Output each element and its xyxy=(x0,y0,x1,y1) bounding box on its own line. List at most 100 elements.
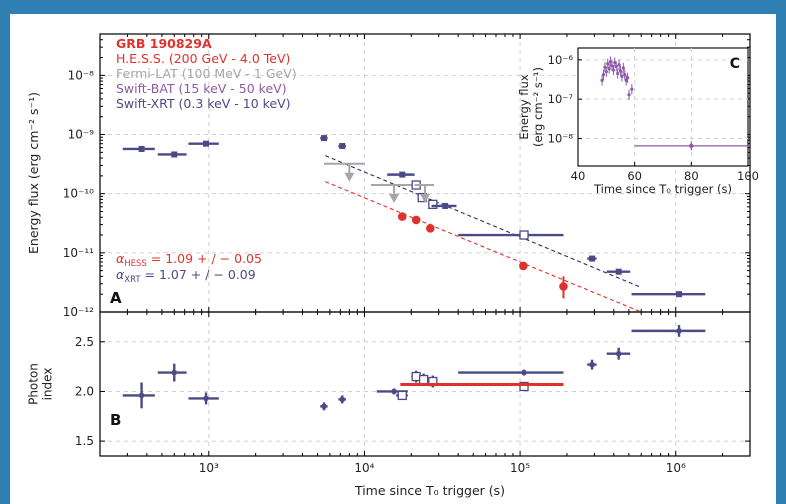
inset-x-axis-label: Time since T₀ trigger (s) xyxy=(593,182,732,196)
y-axis-label-line: Photon xyxy=(27,363,41,405)
hess-data-point xyxy=(411,215,421,225)
y-axis-label-a: Energy flux (erg cm⁻² s⁻¹) xyxy=(26,92,41,254)
inset-y-tick-label: 10⁻⁸ xyxy=(548,132,574,146)
inset-panel: 40 60 80 100 10⁻⁸ 10⁻⁷ 10⁻⁶ Time since T₀ trigg… xyxy=(517,47,759,196)
bat-marker xyxy=(604,70,608,74)
alpha-symbol: α xyxy=(116,267,125,282)
bat-data-point xyxy=(611,64,616,76)
x-axis-label: Time since T₀ trigger (s) xyxy=(354,483,505,498)
index-marker-open xyxy=(519,381,529,392)
hess-data-point xyxy=(426,223,435,233)
fermi-upper-limit xyxy=(414,184,435,204)
inset-frame xyxy=(577,47,749,167)
bat-data-point xyxy=(618,65,623,77)
figure-frame: 10³ 10⁴ 10⁵ 10⁶ Time since T₀ trigger (s) 10⁻… xyxy=(10,14,776,504)
bat-data-point xyxy=(627,89,631,100)
index-data-point xyxy=(157,363,187,382)
chart-svg: 10³ 10⁴ 10⁵ 10⁶ Time since T₀ trigger (s) 10⁻… xyxy=(26,33,759,498)
fermi-arrow-head xyxy=(344,172,355,182)
bat-data-point xyxy=(621,62,625,74)
index-marker-open xyxy=(418,374,429,385)
inset-x-tick-label: 60 xyxy=(627,169,642,183)
bat-marker xyxy=(603,65,607,69)
inset-y-tick-label: 10⁻⁷ xyxy=(548,92,574,106)
alpha-value: = 1.07 + / − 0.09 xyxy=(141,267,256,282)
x-tick-label: 10⁵ xyxy=(510,461,530,475)
index-marker xyxy=(340,397,345,402)
bat-marker xyxy=(610,64,614,68)
xrt-data-point xyxy=(606,268,631,275)
y-tick-label: 10⁻¹¹ xyxy=(63,246,94,260)
index-marker xyxy=(139,393,144,398)
xrt-data-point xyxy=(157,151,187,158)
index-marker xyxy=(391,389,397,394)
index-data-point xyxy=(338,395,346,404)
index-marker xyxy=(203,396,209,401)
bat-marker xyxy=(616,71,620,76)
panel-label-a: A xyxy=(110,289,122,307)
xrt-marker xyxy=(339,142,346,149)
hess-data-point xyxy=(519,261,528,271)
bat-marker xyxy=(627,93,631,97)
bat-marker xyxy=(607,66,611,71)
bat-data-point xyxy=(616,68,620,79)
index-data-point xyxy=(606,347,631,360)
fit-line xyxy=(325,181,642,313)
xrt-data-point xyxy=(458,230,564,240)
y-axis-label-b: Photonindex xyxy=(27,363,55,405)
xrt-marker xyxy=(321,135,328,142)
bat-marker xyxy=(621,66,625,70)
legend-entry: Fermi-LAT (100 MeV - 1 GeV) xyxy=(116,66,297,81)
bat-marker xyxy=(614,64,618,69)
index-data-point xyxy=(188,392,219,405)
y-tick-label: 10⁻¹² xyxy=(63,305,94,319)
x-tick-label: 10⁶ xyxy=(666,461,686,475)
bat-data-point xyxy=(606,58,610,69)
index-data-point xyxy=(396,390,408,401)
grid-lines xyxy=(100,34,750,456)
hess-marker xyxy=(519,261,528,271)
y-tick-label: 2.5 xyxy=(75,335,94,349)
inset-x-tick-label: 40 xyxy=(571,169,586,183)
fermi-arrow-head xyxy=(389,194,400,204)
bat-data-point xyxy=(604,66,608,77)
xrt-data-point xyxy=(431,202,457,209)
xrt-data-point xyxy=(320,135,328,142)
index-marker xyxy=(589,362,595,367)
hess-data-point xyxy=(397,212,407,221)
xrt-marker-open xyxy=(428,199,438,210)
bat-marker xyxy=(606,62,610,66)
y-tick-label: 10⁻⁹ xyxy=(68,128,95,142)
bat-data-point xyxy=(623,69,627,80)
y-tick-label: 10⁻¹⁰ xyxy=(63,187,94,201)
xrt-data-point xyxy=(587,255,597,262)
bat-data-point xyxy=(624,75,628,86)
xrt-data-point xyxy=(428,199,438,210)
y-tick-label: 2.0 xyxy=(75,384,94,398)
bat-marker xyxy=(625,76,630,80)
alpha-value: = 1.09 + / − 0.05 xyxy=(147,251,262,266)
xrt-data-point xyxy=(387,171,415,178)
alpha-subscript: HESS xyxy=(124,259,147,269)
index-marker-open xyxy=(397,390,407,401)
bat-late-marker xyxy=(689,143,694,149)
inset-y-label-line: Energy flux xyxy=(517,74,531,139)
fermi-upper-limit xyxy=(370,184,412,204)
hess-marker xyxy=(397,212,407,221)
inset-y-label-line: (erg cm⁻² s⁻¹) xyxy=(531,67,545,147)
fermi-upper-limit xyxy=(324,162,365,182)
index-data-point xyxy=(631,324,706,337)
bat-marker xyxy=(618,69,623,73)
bat-marker xyxy=(611,68,616,72)
bat-marker xyxy=(623,73,627,77)
bat-data-point xyxy=(603,62,607,73)
index-marker xyxy=(676,328,682,334)
inset-x-tick-label: 80 xyxy=(684,169,699,183)
xrt-marker xyxy=(138,145,145,152)
xrt-data-point xyxy=(338,142,346,149)
bat-marker xyxy=(617,63,621,67)
panel-label-c: C xyxy=(730,56,740,72)
xrt-marker xyxy=(676,291,683,298)
x-tick-label: 10⁴ xyxy=(354,461,374,475)
index-marker xyxy=(172,370,177,375)
